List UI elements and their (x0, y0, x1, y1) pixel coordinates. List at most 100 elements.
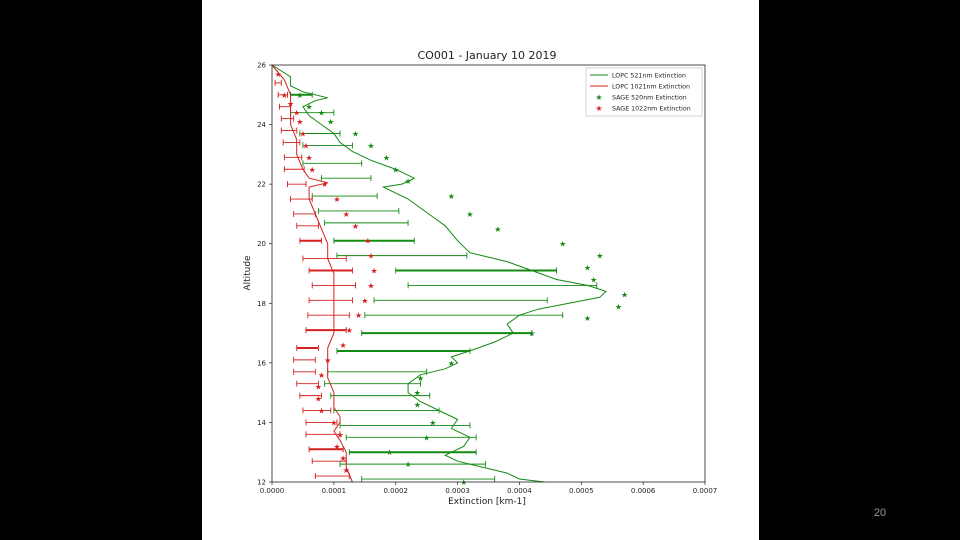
sage-star-marker: ★ (466, 210, 473, 219)
error-bar (308, 267, 353, 274)
error-bar (308, 297, 353, 304)
legend-marker-sage-1022nm: ★ (595, 104, 602, 113)
error-bar (296, 380, 319, 387)
error-bar (277, 91, 288, 98)
profile-lines (271, 64, 607, 483)
error-bar (287, 181, 307, 188)
sage-star-marker: ★ (293, 109, 300, 118)
sage-star-marker: ★ (383, 153, 390, 162)
sage-star-marker: ★ (361, 296, 368, 305)
error-bar (336, 347, 471, 354)
error-bar (299, 392, 322, 399)
axis-ticks: 0.0000 0.0001 0.0002 0.0003 0.0004 0.0005 0.00… (257, 62, 717, 496)
sage-star-marker: ★ (343, 466, 350, 475)
sage-star-marker: ★ (392, 165, 399, 174)
error-bar (302, 407, 332, 414)
error-bar (361, 330, 533, 337)
sage-star-marker: ★ (352, 130, 359, 139)
legend-box (585, 67, 703, 117)
error-bar (296, 222, 319, 229)
sage-star-marker: ★ (423, 433, 430, 442)
x-tick-label: 0.0001 (322, 487, 347, 495)
sage-star-marker: ★ (386, 448, 393, 457)
series-line-lopc-521nm (271, 64, 607, 483)
sage-star-marker: ★ (596, 252, 603, 261)
sage-star-marker: ★ (494, 225, 501, 234)
error-bar (290, 196, 313, 203)
error-bar (296, 344, 319, 351)
sage-star-marker: ★ (429, 418, 436, 427)
sage-star-marker: ★ (414, 389, 421, 398)
sage-star-marker: ★ (417, 374, 424, 383)
legend: LOPC 521nm Extinction LOPC 1021nm Extinc… (585, 67, 703, 117)
sage-star-marker: ★ (590, 275, 597, 284)
sage-star-marker: ★ (287, 100, 294, 109)
sage-star-marker: ★ (315, 395, 322, 404)
sage-star-marker: ★ (275, 70, 282, 79)
error-bar (330, 392, 431, 399)
x-tick-label: 0.0003 (445, 487, 470, 495)
y-tick-label: 22 (257, 181, 266, 189)
chart-title: CO001 - January 10 2019 (418, 49, 557, 62)
error-bar (283, 166, 305, 173)
sage-star-marker: ★ (327, 118, 334, 127)
sage-star-marker: ★ (584, 264, 591, 273)
sage-star-marker: ★ (355, 311, 362, 320)
sage-star-marker: ★ (367, 252, 374, 261)
sage-star-marker: ★ (340, 454, 347, 463)
x-tick-label: 0.0000 (260, 487, 285, 495)
sage-star-marker: ★ (448, 192, 455, 201)
sage-star-marker: ★ (404, 177, 411, 186)
sage-star-marker: ★ (318, 407, 325, 416)
sage-star-marker: ★ (343, 210, 350, 219)
error-bar (373, 297, 548, 304)
error-bar (305, 419, 338, 426)
x-tick-label: 0.0002 (383, 487, 408, 495)
sage-star-marker: ★ (281, 91, 288, 100)
y-tick-label: 26 (257, 62, 266, 70)
slide: CO001 - January 10 2019 Extinction [km-1… (202, 0, 759, 540)
sage-star-marker: ★ (615, 302, 622, 311)
sage-star-marker: ★ (318, 109, 325, 118)
error-bar (348, 449, 477, 456)
sage-star-marker: ★ (364, 237, 371, 246)
sage-star-marker: ★ (367, 141, 374, 150)
slide-page-number: 20 (873, 507, 887, 519)
sage-star-marker: ★ (414, 401, 421, 410)
error-bar (293, 356, 316, 363)
sage-star-marker: ★ (306, 153, 313, 162)
error-bar (317, 207, 400, 214)
sage-star-marker: ★ (318, 371, 325, 380)
y-tick-label: 12 (257, 479, 266, 487)
sage-star-marker: ★ (346, 326, 353, 335)
error-bar (293, 368, 316, 375)
error-bar (283, 154, 303, 161)
x-tick-label: 0.0005 (569, 487, 594, 495)
sage-markers: ★★★★★★★★★★★★★★★★★★★★★★★★★★★★★★★★★★★★★★★★… (275, 70, 629, 487)
x-tick-label: 0.0004 (507, 487, 532, 495)
sage-star-marker: ★ (299, 130, 306, 139)
error-bar (395, 267, 557, 274)
error-bar (282, 139, 301, 146)
extinction-profile-chart: CO001 - January 10 2019 Extinction [km-1… (243, 49, 717, 507)
error-bar (311, 193, 378, 200)
error-bar (364, 312, 564, 319)
sage-star-marker: ★ (296, 91, 303, 100)
error-bar (339, 461, 486, 468)
sage-star-marker: ★ (302, 141, 309, 150)
error-bar (280, 115, 295, 122)
sage-star-marker: ★ (333, 442, 340, 451)
error-bar (274, 79, 282, 86)
error-bar (407, 282, 598, 289)
y-tick-label: 18 (257, 300, 266, 308)
sage-star-marker: ★ (315, 383, 322, 392)
sage-star-marker: ★ (324, 356, 331, 365)
sage-star-marker: ★ (621, 290, 628, 299)
sage-star-marker: ★ (306, 103, 313, 112)
sage-star-marker: ★ (352, 222, 359, 231)
x-tick-label: 0.0007 (693, 487, 718, 495)
error-bar (327, 368, 428, 375)
sage-star-marker: ★ (340, 341, 347, 350)
sage-star-marker: ★ (296, 118, 303, 127)
error-bar (336, 252, 468, 259)
